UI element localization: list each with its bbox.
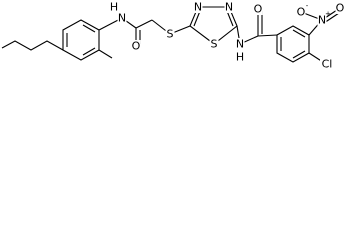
atom-label: S xyxy=(211,38,218,51)
label-background xyxy=(320,58,334,70)
label-background xyxy=(131,40,141,52)
atom-label: O xyxy=(297,6,306,19)
atom-label: H xyxy=(110,1,118,14)
atom-label: S xyxy=(167,28,174,41)
label-background xyxy=(193,1,203,13)
label-background xyxy=(335,2,345,14)
atom-label: O xyxy=(132,40,141,53)
atom-label: N xyxy=(118,12,126,25)
atom-label: Cl xyxy=(322,58,333,71)
label-background xyxy=(209,38,219,50)
atom-label: O xyxy=(254,3,263,16)
atom-label: N xyxy=(225,1,233,14)
atom-charge: - xyxy=(306,2,309,10)
atom-label: O xyxy=(336,2,345,15)
label-background xyxy=(296,6,306,18)
atom-label: N xyxy=(318,14,326,27)
atom-label: N xyxy=(236,38,244,51)
atom-label: H xyxy=(236,51,244,64)
label-background xyxy=(235,38,245,50)
label-background xyxy=(317,14,327,26)
label-background xyxy=(117,12,127,24)
label-background xyxy=(224,1,234,13)
atom-charge: + xyxy=(325,10,331,18)
label-background xyxy=(235,51,245,63)
label-background xyxy=(253,3,263,15)
label-background xyxy=(109,1,119,13)
label-background xyxy=(165,28,175,40)
atom-label: N xyxy=(194,1,202,14)
